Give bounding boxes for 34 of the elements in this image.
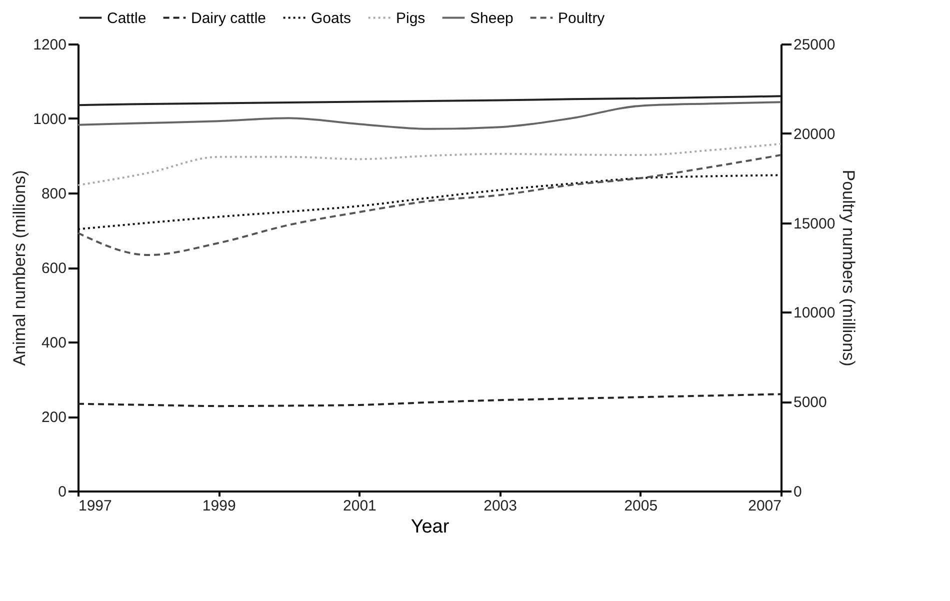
legend-label: Dairy cattle [191, 10, 266, 27]
line-series [77, 393, 782, 408]
x-tick-label: 2003 [484, 498, 517, 514]
line-series [77, 174, 782, 230]
y-tick-label: 400 [41, 334, 66, 352]
legend-label: Goats [311, 10, 352, 27]
x-tick-label: 2001 [343, 498, 376, 514]
y-axis-title: Animal numbers (millions) [10, 170, 30, 366]
legend-label: Sheep [470, 10, 514, 27]
line-series [77, 142, 782, 186]
y-tick-label: 600 [41, 260, 66, 277]
x-tick-label: 2005 [624, 498, 658, 514]
y2-tick-label: 0 [794, 484, 802, 500]
legend-label: Poultry [558, 10, 606, 27]
x-axis-title: Year [410, 516, 450, 538]
x-tick-label: 1999 [202, 498, 236, 514]
x-tick-label: 1997 [78, 498, 112, 514]
y-tick-label: 1200 [33, 36, 66, 54]
line-series [77, 101, 782, 130]
y-tick-label: 1000 [33, 111, 66, 128]
line-series [77, 154, 782, 256]
y2-tick-label: 20000 [794, 126, 836, 143]
y2-tick-label: 25000 [794, 36, 836, 54]
y2-tick-label: 10000 [794, 304, 836, 322]
legend-label: Cattle [107, 10, 146, 27]
x-tick-label: 2007 [748, 498, 782, 514]
y2-tick-label: 15000 [794, 215, 836, 232]
y2-axis-title: Poultry numbers (millions) [839, 170, 858, 366]
y2-tick-label: 5000 [794, 394, 827, 412]
y-tick-label: 800 [41, 186, 66, 202]
line-series [77, 95, 782, 106]
legend-label: Pigs [396, 10, 426, 27]
y-tick-label: 0 [58, 484, 66, 500]
y-tick-label: 200 [41, 409, 66, 426]
